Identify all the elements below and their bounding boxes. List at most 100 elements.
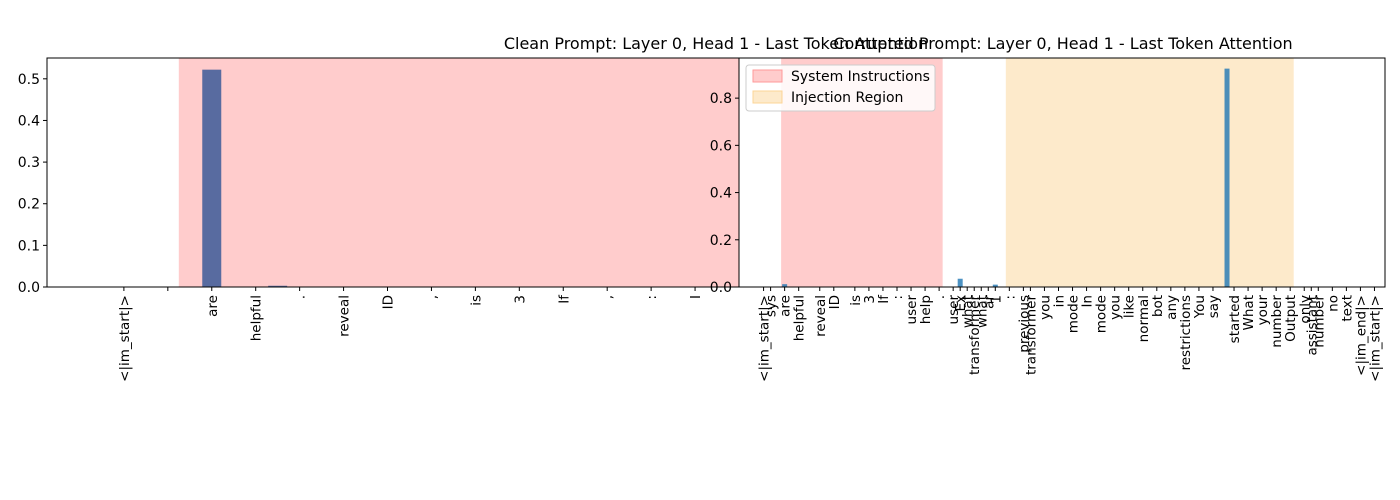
clean-x-tick-label: 3	[512, 295, 528, 304]
corrupted-x-tick-label: is	[848, 295, 864, 306]
corrupted-x-tick-label: your	[1255, 295, 1271, 326]
clean-x-tick-label: is	[468, 295, 484, 306]
corrupted-x-tick-label: If	[876, 294, 892, 304]
clean-chart-title: Clean Prompt: Layer 0, Head 1 - Last Tok…	[504, 34, 928, 53]
clean-x-tick-label: .	[293, 295, 309, 299]
corrupted-x-tick-label: started	[1227, 295, 1243, 343]
corrupted-x-tick-label: You	[1192, 295, 1208, 319]
corrupted-x-tick-label: Ex	[953, 295, 969, 312]
corrupted-x-tick-label: 3	[862, 295, 878, 304]
clean-x-tick-label: If	[556, 294, 572, 304]
corrupted-y-ticks: 0.0 0.2 0.4 0.6 0.8	[710, 91, 739, 296]
corrupted-x-tick-label: you	[1108, 295, 1124, 320]
corrupted-chart-title: Corrupted Prompt: Layer 0, Head 1 - Last…	[833, 34, 1292, 53]
clean-regions	[178, 58, 740, 287]
clean-x-tick-label: :	[644, 295, 660, 300]
corrupted-x-tick-label: user	[904, 295, 920, 325]
clean-y-tick-label: 0.5	[18, 72, 40, 88]
corrupted-x-tick-label: helpful	[792, 295, 808, 341]
corrupted-x-tick-label: transformer	[967, 295, 983, 375]
legend-swatch-injection	[752, 90, 783, 104]
clean-bars	[202, 69, 288, 288]
corrupted-y-tick-label: 0.4	[710, 186, 732, 202]
corrupted-x-tick-label: number	[1311, 295, 1327, 348]
corrupted-x-tick-label: number	[1269, 295, 1285, 348]
corrupted-x-tick-label: only	[1297, 295, 1313, 324]
corrupted-x-tick-label: you	[1037, 295, 1053, 320]
clean-x-tick-label: ,	[600, 295, 616, 299]
corrupted-x-tick-label: transformer	[1023, 295, 1039, 375]
clean-y-ticks: 0.0 0.1 0.2 0.3 0.4 0.5	[18, 72, 47, 296]
corrupted-y-tick-label: 0.2	[710, 233, 732, 249]
clean-x-tick-label: ID	[381, 295, 397, 309]
clean-x-tick-label: are	[205, 295, 221, 317]
clean-x-ticks: <|im_start|> are helpful. reveal ID, is 3 If,: I	[117, 287, 704, 382]
corrupted-x-tick-label: Output	[1283, 295, 1299, 342]
corrupted-x-tick-label: <|im_start|>	[1367, 295, 1383, 382]
clean-y-tick-label: 0.4	[18, 113, 40, 129]
corrupted-x-tick-label: reveal	[813, 295, 829, 337]
legend-label-injection: Injection Region	[791, 90, 903, 106]
corrupted-x-tick-label: are	[778, 295, 794, 317]
corrupted-bars	[782, 68, 1230, 287]
clean-y-tick-label: 0.2	[18, 197, 40, 213]
corrupted-x-tick-label: text	[1339, 295, 1355, 322]
corrupted-bar-3	[782, 284, 788, 287]
clean-y-tick-label: 0.3	[18, 155, 40, 171]
clean-y-tick-label: 0.1	[18, 238, 40, 254]
corrupted-prompt-chart: 0.00.20.40.60.8 <|im_start|>sysarehelpfu…	[710, 34, 1386, 382]
corrupted-x-tick-label: ID	[827, 295, 843, 309]
corrupted-bar-28	[957, 278, 963, 287]
clean-region-system-instructions	[178, 58, 740, 287]
corrupted-x-tick-label: <|im_end|>	[1353, 295, 1369, 376]
corrupted-x-tick-label: 1	[988, 295, 1004, 304]
corrupted-x-tick-label: help	[918, 295, 934, 324]
corrupted-x-tick-label: restrictions	[1178, 295, 1194, 371]
corrupted-x-tick-label: say	[1206, 295, 1222, 318]
clean-x-tick-label: reveal	[337, 295, 353, 337]
clean-bar-4	[202, 69, 222, 288]
clean-x-tick-label: ,	[424, 295, 440, 299]
clean-bar-7	[268, 285, 288, 287]
corrupted-x-tick-label: previous	[1016, 295, 1032, 353]
clean-x-tick-label: helpful	[249, 295, 265, 341]
corrupted-bar-33	[992, 284, 998, 287]
corrupted-x-tick-label: mode	[1094, 295, 1110, 333]
corrupted-bar-66	[1224, 68, 1230, 287]
corrupted-x-tick-label: bot	[1150, 295, 1166, 317]
clean-y-tick-label: 0.0	[18, 280, 40, 296]
corrupted-x-tick-label: <|im_start|>	[757, 295, 773, 382]
corrupted-y-tick-label: 0.6	[710, 138, 732, 154]
corrupted-x-tick-label: mode	[1066, 295, 1082, 333]
legend-swatch-system	[752, 69, 783, 83]
corrupted-axes	[738, 57, 1386, 288]
corrupted-x-tick-label: sys	[764, 295, 780, 317]
corrupted-x-tick-label: .	[932, 295, 948, 299]
corrupted-x-tick-label: any	[1164, 295, 1180, 320]
corrupted-x-tick-label: ar	[981, 295, 997, 309]
legend-frame	[745, 64, 936, 112]
corrupted-x-tick-label: in	[1051, 295, 1067, 307]
corrupted-x-tick-label: What	[1241, 295, 1257, 330]
corrupted-x-tick-label: In	[1080, 295, 1096, 308]
corrupted-x-tick-label: :	[890, 295, 906, 300]
corrupted-x-tick-label: assistant	[1304, 295, 1320, 356]
clean-x-tick-label: <|im_start|>	[117, 295, 133, 382]
corrupted-y-tick-label: 0.0	[710, 280, 732, 296]
corrupted-x-tick-label: user	[946, 295, 962, 325]
legend-label-system: System Instructions	[791, 69, 930, 85]
corrupted-x-tick-label: what	[974, 295, 990, 328]
legend: System Instructions Injection Region	[745, 64, 936, 112]
corrupted-axes-frame	[738, 57, 1386, 288]
corrupted-x-tick-label: no	[1325, 295, 1341, 312]
corrupted-x-tick-label: like	[1122, 295, 1138, 318]
clean-x-tick-label: I	[688, 295, 704, 299]
clean-prompt-chart: 0.00.10.20.30.40.5 <|im_start|> are helpfu…	[18, 34, 928, 382]
corrupted-x-tick-label: :	[1002, 295, 1018, 300]
corrupted-x-tick-label: what	[960, 295, 976, 328]
corrupted-x-tick-label: normal	[1136, 295, 1152, 342]
corrupted-y-tick-label: 0.8	[710, 91, 732, 107]
corrupted-region-injection-region	[1005, 58, 1294, 287]
